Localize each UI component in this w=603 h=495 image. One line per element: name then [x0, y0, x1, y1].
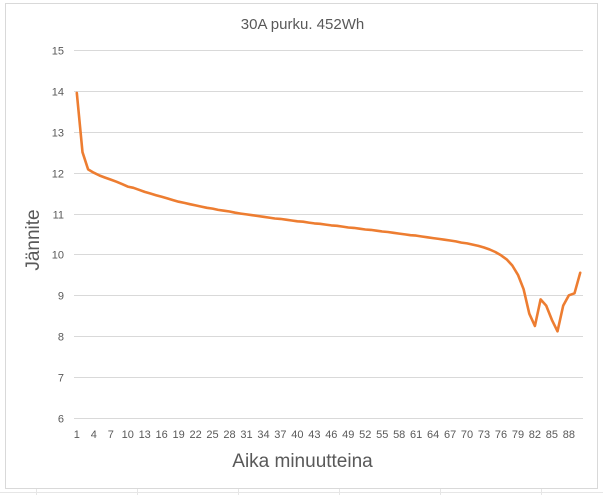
- x-tick-label: 73: [478, 429, 490, 441]
- series-line: [75, 91, 582, 333]
- x-tick-label: 37: [274, 429, 286, 441]
- x-tick-label: 64: [427, 429, 439, 441]
- x-tick-label: 22: [189, 429, 201, 441]
- x-tick-label: 7: [108, 429, 114, 441]
- x-tick-label: 31: [240, 429, 252, 441]
- chart-area[interactable]: 30A purku. 452Wh 6 7 8 9 10 11 12 13 14 15 1 4 7 10 13…: [5, 3, 598, 489]
- y-tick-label: 11: [53, 210, 64, 222]
- x-tick-label: 67: [444, 429, 456, 441]
- x-tick-label: 13: [139, 429, 151, 441]
- x-tick-label: 76: [495, 429, 507, 441]
- y-tick-label: 14: [52, 87, 64, 99]
- y-tick-label: 7: [58, 373, 64, 385]
- x-tick-label: 61: [410, 429, 422, 441]
- x-tick-label: 82: [529, 429, 541, 441]
- y-tick-label: 9: [58, 291, 64, 303]
- y-tick-label: 15: [52, 46, 64, 58]
- x-tick-label: 46: [325, 429, 337, 441]
- y-tick-label: 12: [52, 169, 64, 181]
- x-tick-label: 58: [393, 429, 405, 441]
- y-tick-label: 10: [52, 250, 64, 262]
- x-tick-label: 52: [359, 429, 371, 441]
- x-tick-label: 70: [461, 429, 473, 441]
- chart-title: 30A purku. 452Wh: [240, 16, 365, 33]
- y-tick-label: 6: [58, 414, 64, 426]
- x-tick-label: 1: [74, 429, 80, 441]
- x-tick-label: 4: [91, 429, 97, 441]
- x-axis-title: Aika minuutteina: [232, 451, 373, 472]
- y-axis-title: Jännite: [23, 209, 44, 271]
- x-tick-label: 88: [563, 429, 575, 441]
- y-tick-label: 8: [58, 332, 64, 344]
- y-tick-label: 13: [52, 128, 64, 140]
- x-tick-label: 49: [342, 429, 354, 441]
- x-tick-label: 19: [173, 429, 185, 441]
- x-tick-label: 10: [122, 429, 134, 441]
- x-tick-label: 28: [223, 429, 235, 441]
- x-tick-label: 16: [156, 429, 168, 441]
- x-tick-label: 43: [308, 429, 320, 441]
- x-tick-label: 79: [512, 429, 524, 441]
- x-tick-label: 40: [291, 429, 303, 441]
- x-tick-label: 85: [546, 429, 558, 441]
- x-tick-label: 34: [257, 429, 269, 441]
- x-tick-label: 25: [206, 429, 218, 441]
- x-tick-label: 55: [376, 429, 388, 441]
